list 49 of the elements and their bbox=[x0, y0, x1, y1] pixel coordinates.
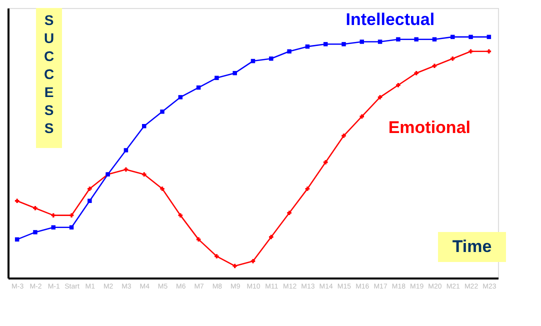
point bbox=[414, 70, 418, 76]
series-label: Emotional bbox=[388, 118, 470, 137]
point bbox=[269, 56, 274, 61]
point bbox=[360, 40, 364, 44]
point bbox=[232, 264, 237, 268]
point bbox=[378, 40, 382, 44]
point bbox=[196, 237, 201, 242]
point bbox=[142, 172, 146, 176]
point bbox=[342, 134, 346, 138]
y-axis-title: SUCCESS bbox=[44, 12, 54, 136]
point bbox=[69, 213, 74, 218]
point bbox=[269, 234, 274, 240]
point bbox=[360, 114, 364, 119]
point bbox=[468, 49, 473, 54]
series-label: Intellectual bbox=[346, 10, 435, 29]
point bbox=[51, 213, 56, 218]
point bbox=[214, 76, 219, 80]
point bbox=[468, 34, 473, 40]
point bbox=[88, 186, 92, 191]
point bbox=[124, 167, 128, 172]
x-axis-title: Time bbox=[452, 237, 492, 256]
point bbox=[232, 70, 237, 76]
point bbox=[414, 37, 418, 42]
point bbox=[432, 64, 437, 68]
point bbox=[214, 254, 219, 258]
point bbox=[14, 198, 20, 203]
point bbox=[486, 49, 492, 54]
point bbox=[250, 259, 256, 264]
point bbox=[305, 186, 310, 191]
point bbox=[396, 37, 400, 42]
point bbox=[432, 37, 437, 42]
point bbox=[287, 49, 292, 54]
point bbox=[178, 213, 183, 218]
point bbox=[396, 83, 400, 88]
point bbox=[323, 42, 328, 46]
point bbox=[323, 160, 328, 164]
point bbox=[287, 210, 292, 216]
point bbox=[33, 206, 38, 210]
point bbox=[450, 56, 455, 61]
point bbox=[342, 42, 346, 46]
point bbox=[51, 225, 56, 230]
point bbox=[124, 148, 128, 152]
point bbox=[450, 34, 455, 40]
point bbox=[160, 186, 164, 191]
point bbox=[88, 198, 92, 203]
point bbox=[378, 95, 382, 100]
point bbox=[33, 230, 38, 234]
point bbox=[160, 110, 164, 114]
point bbox=[178, 95, 183, 100]
